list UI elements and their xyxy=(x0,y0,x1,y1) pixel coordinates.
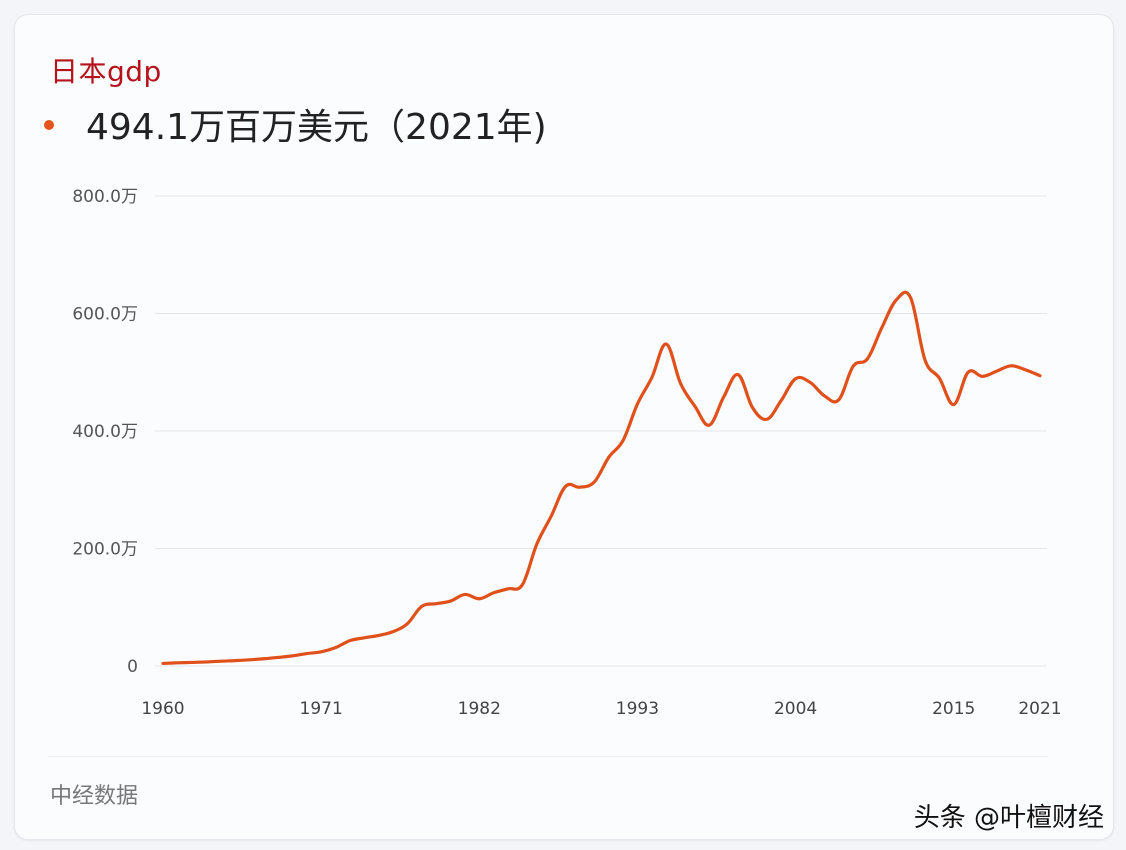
y-tick-label: 200.0万 xyxy=(72,540,138,560)
x-tick-label: 2004 xyxy=(774,699,817,719)
x-tick-label: 2015 xyxy=(932,699,975,719)
y-tick-label: 800.0万 xyxy=(72,187,138,207)
chart-title: 日本gdp xyxy=(50,55,162,88)
y-tick-label: 400.0万 xyxy=(72,422,138,442)
x-tick-label: 1971 xyxy=(300,699,343,719)
x-tick-label: 1982 xyxy=(458,699,501,719)
x-tick-label: 1960 xyxy=(141,699,184,719)
y-axis: 0 200.0万 400.0万 600.0万 800.0万 xyxy=(72,187,138,677)
footer-divider xyxy=(48,756,1048,757)
x-axis: 1960 1971 1982 1993 2004 2015 2021 xyxy=(141,699,1061,719)
grid-lines xyxy=(155,195,1047,667)
x-tick-label: 1993 xyxy=(616,699,659,719)
bullet-icon xyxy=(44,120,54,130)
x-tick-label: 2021 xyxy=(1018,699,1061,719)
watermark: 头条 @叶檀财经 xyxy=(913,803,1104,833)
data-source: 中经数据 xyxy=(50,784,139,809)
headline-row: 494.1万百万美元（2021年) xyxy=(44,98,547,150)
y-tick-label: 600.0万 xyxy=(72,305,138,325)
headline-value: 494.1万百万美元（2021年) xyxy=(86,107,547,148)
y-tick-label: 0 xyxy=(127,657,138,677)
chart-card xyxy=(14,14,1114,840)
gdp-line xyxy=(161,290,1042,666)
